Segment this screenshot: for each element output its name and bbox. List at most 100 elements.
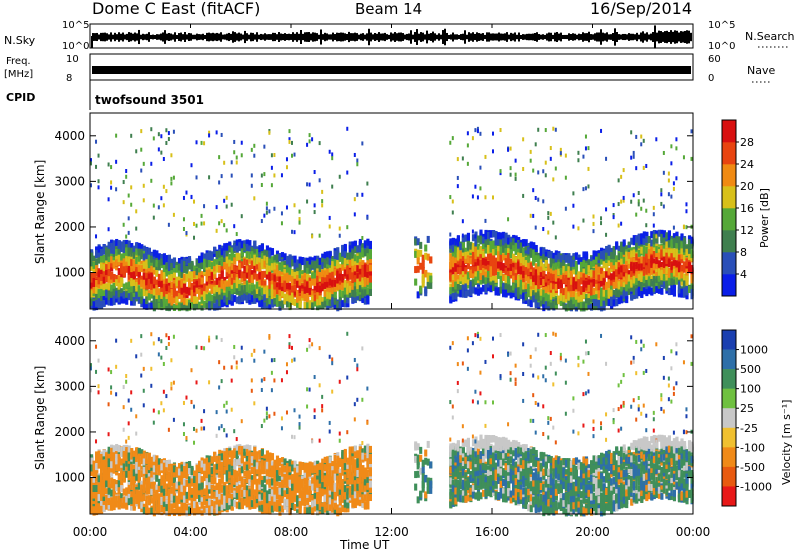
power-cell	[218, 299, 222, 307]
power-cell	[492, 249, 496, 257]
power-cell	[215, 285, 219, 293]
power-cell	[147, 265, 151, 273]
power-scatter	[208, 133, 211, 138]
power-cell	[250, 284, 254, 292]
power-cell	[145, 247, 149, 255]
power-scatter	[584, 146, 587, 151]
power-scatter	[331, 156, 334, 161]
power-cell	[270, 284, 275, 292]
power-cell	[97, 245, 101, 253]
power-cell	[539, 259, 543, 267]
power-cell	[351, 258, 355, 266]
power-cell	[170, 269, 174, 277]
power-cell	[248, 255, 252, 263]
nsky-bar	[264, 33, 266, 41]
power-cell	[130, 273, 134, 281]
power-cell	[547, 263, 551, 271]
nsky-bar	[528, 33, 530, 41]
power-cell	[273, 281, 277, 289]
power-cell	[102, 276, 106, 284]
power-cell	[243, 258, 247, 266]
power-scatter	[356, 158, 359, 163]
nsky-bar	[686, 30, 688, 44]
power-scatter	[285, 205, 288, 210]
power-cell	[537, 260, 541, 268]
power-scatter	[215, 130, 218, 135]
power-cell	[328, 298, 332, 306]
power-cell	[170, 288, 174, 296]
power-cell	[273, 274, 277, 282]
power-cell	[235, 281, 239, 289]
power-cell	[562, 301, 566, 309]
power-cell	[220, 292, 224, 300]
power-cell	[507, 270, 511, 278]
power-cell	[549, 302, 553, 310]
power-scatter	[318, 233, 321, 238]
power-cell	[569, 283, 573, 291]
nsky-tick-bottom: 10^0	[62, 41, 89, 52]
power-cell	[316, 261, 320, 269]
power-scatter	[353, 212, 356, 217]
nsky-bar	[162, 32, 164, 42]
power-cell	[250, 255, 254, 263]
power-cell	[105, 247, 109, 255]
power-scatter	[592, 214, 595, 219]
power-cell	[346, 287, 350, 295]
power-scatter	[587, 184, 590, 189]
nsky-bar	[506, 32, 508, 42]
power-cell	[283, 260, 287, 268]
power-cell	[95, 258, 99, 266]
power-cell	[172, 303, 177, 311]
power-cell	[160, 270, 164, 278]
power-cell	[318, 298, 322, 306]
nsky-bar	[296, 32, 298, 42]
power-cell	[132, 289, 136, 297]
power-cell	[479, 251, 483, 259]
power-cell	[313, 261, 317, 269]
power-cell	[414, 266, 418, 274]
power-cell	[147, 293, 151, 301]
power-cell	[542, 247, 546, 255]
power-cell	[293, 271, 297, 279]
power-cell	[95, 286, 99, 294]
power-cell	[167, 285, 171, 293]
power-cell	[162, 291, 166, 299]
power-cell	[145, 272, 149, 280]
power-scatter	[115, 133, 118, 138]
power-cell	[260, 244, 264, 252]
power-cell	[135, 243, 139, 251]
power-cell	[589, 261, 594, 269]
power-cell	[358, 241, 362, 249]
nsky-bar	[474, 33, 476, 41]
power-scatter	[577, 226, 580, 231]
power-scatter	[220, 132, 223, 137]
power-cell	[366, 253, 370, 261]
power-cell	[213, 280, 217, 288]
power-scatter	[162, 156, 165, 161]
power-cell	[120, 262, 124, 270]
power-cell	[225, 265, 229, 273]
nsky-bar	[218, 33, 220, 41]
power-scatter	[218, 180, 221, 185]
power-scatter	[157, 147, 160, 152]
power-cell	[532, 268, 536, 276]
power-cell	[182, 283, 187, 291]
power-cell	[492, 278, 496, 286]
power-cell	[429, 275, 433, 283]
power-scatter	[250, 173, 253, 178]
nsky-bar	[672, 31, 674, 43]
power-cell	[253, 241, 257, 249]
power-scatter	[125, 169, 128, 174]
power-cell	[223, 250, 227, 258]
power-cell	[115, 295, 119, 303]
power-cell	[127, 281, 131, 289]
power-scatter	[492, 149, 494, 154]
power-cell	[517, 257, 521, 265]
power-cell	[507, 244, 511, 252]
power-cell	[456, 274, 460, 282]
power-scatter	[115, 187, 118, 192]
power-cell	[471, 280, 476, 288]
power-cell	[193, 290, 197, 298]
power-scatter	[230, 173, 233, 178]
power-cell	[582, 260, 586, 268]
